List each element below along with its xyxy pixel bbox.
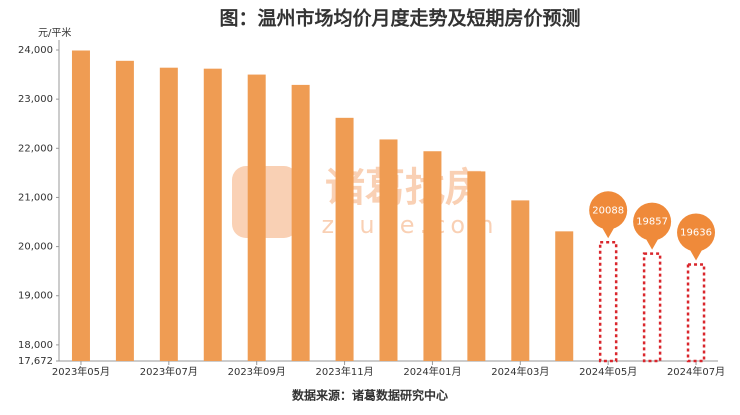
y-axis-label: 元/平米: [38, 26, 71, 39]
y-tick-label: 22,000: [18, 143, 53, 154]
forecast-bar: [598, 241, 618, 363]
x-tick-label: 2024年01月: [403, 365, 461, 378]
data-label: 20088: [592, 205, 624, 216]
x-tick-label: 2023年05月: [52, 365, 110, 378]
y-tick-label: 21,000: [18, 192, 53, 203]
bar: [71, 50, 90, 362]
bar: [159, 67, 178, 361]
x-tick-label: 2024年07月: [667, 365, 725, 378]
bar: [291, 84, 310, 362]
x-tick-label: 2023年11月: [315, 365, 373, 378]
chart-title: 图：温州市场均价月度走势及短期房价预测: [219, 7, 580, 30]
bar: [467, 171, 486, 361]
bar: [423, 151, 442, 361]
bar: [511, 200, 530, 361]
forecast-marker: [589, 191, 628, 230]
watermark-group: 诸葛找房 zhuge.com: [232, 165, 493, 239]
bar: [555, 231, 574, 361]
source: 数据来源：诸葛数据研究中心: [292, 388, 448, 403]
x-tick-label: 2024年05月: [579, 365, 637, 378]
bar: [115, 60, 134, 362]
data-label: 19857: [636, 217, 668, 228]
forecast-bar: [686, 263, 706, 363]
forecast-bar: [642, 252, 662, 363]
y-tick-label: 23,000: [18, 94, 53, 105]
y-tick-label: 24,000: [18, 45, 53, 56]
y-tick-label: 20,000: [18, 242, 53, 253]
y-tick-label: 18,000: [18, 340, 53, 351]
bar: [379, 139, 398, 361]
bar: [203, 68, 222, 362]
data-label: 19636: [680, 227, 712, 238]
x-tick-label: 2024年03月: [491, 365, 549, 378]
x-tick-label: 2023年09月: [228, 365, 286, 378]
forecast-marker: [677, 213, 716, 252]
bar: [247, 74, 266, 361]
y-tick-label: 19,000: [18, 291, 53, 302]
forecast-marker: [633, 202, 672, 241]
bar: [335, 117, 354, 361]
x-tick-label: 2023年07月: [140, 365, 198, 378]
y-tick-label: 17,672: [18, 356, 53, 367]
